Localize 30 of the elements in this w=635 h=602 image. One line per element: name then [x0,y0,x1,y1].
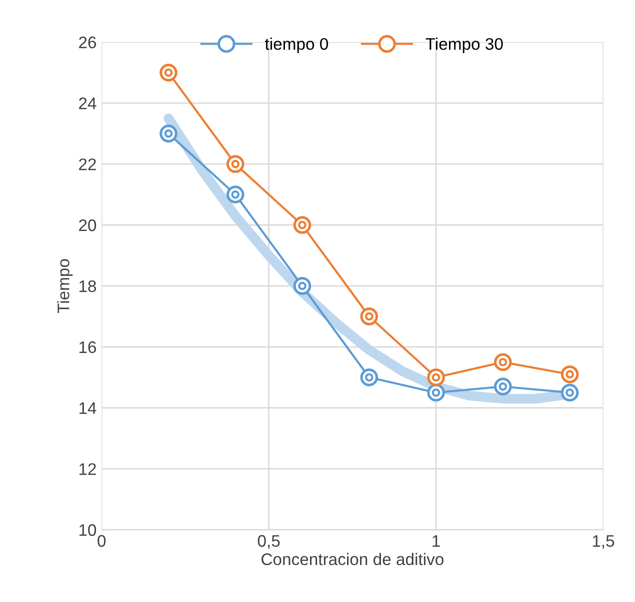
point [293,216,312,234]
y-tick-label: 10 [79,524,96,536]
y-tick-label: 12 [79,463,96,475]
x-axis-title: Concentracion de aditivo [262,552,444,566]
point [293,277,312,295]
y-tick-label: 18 [79,280,96,292]
point [427,368,445,386]
y-tick-label: 16 [79,341,96,354]
y-tick-label: 24 [79,97,96,110]
y-axis-title: Tiempo [57,259,73,314]
point [360,308,378,326]
legend-label: tiempo 0 [264,38,328,54]
point [494,353,512,372]
point [160,64,178,82]
x-tick-label: 1 [432,535,440,547]
y-tick-label: 22 [79,158,96,170]
point [494,378,512,396]
point [427,384,445,402]
y-tick-label: 20 [79,219,96,232]
x-tick-label: 1,5 [592,535,614,549]
point [360,368,378,386]
x-tick-label: 0 [98,535,106,547]
point [226,186,244,204]
point [226,155,244,173]
y-tick-label: 26 [79,36,96,48]
legend-label: Tiempo 30 [426,38,503,54]
point [160,124,178,142]
y-tick-label: 14 [79,402,96,414]
x-tick-label: 0,5 [258,535,280,549]
point [560,365,579,384]
